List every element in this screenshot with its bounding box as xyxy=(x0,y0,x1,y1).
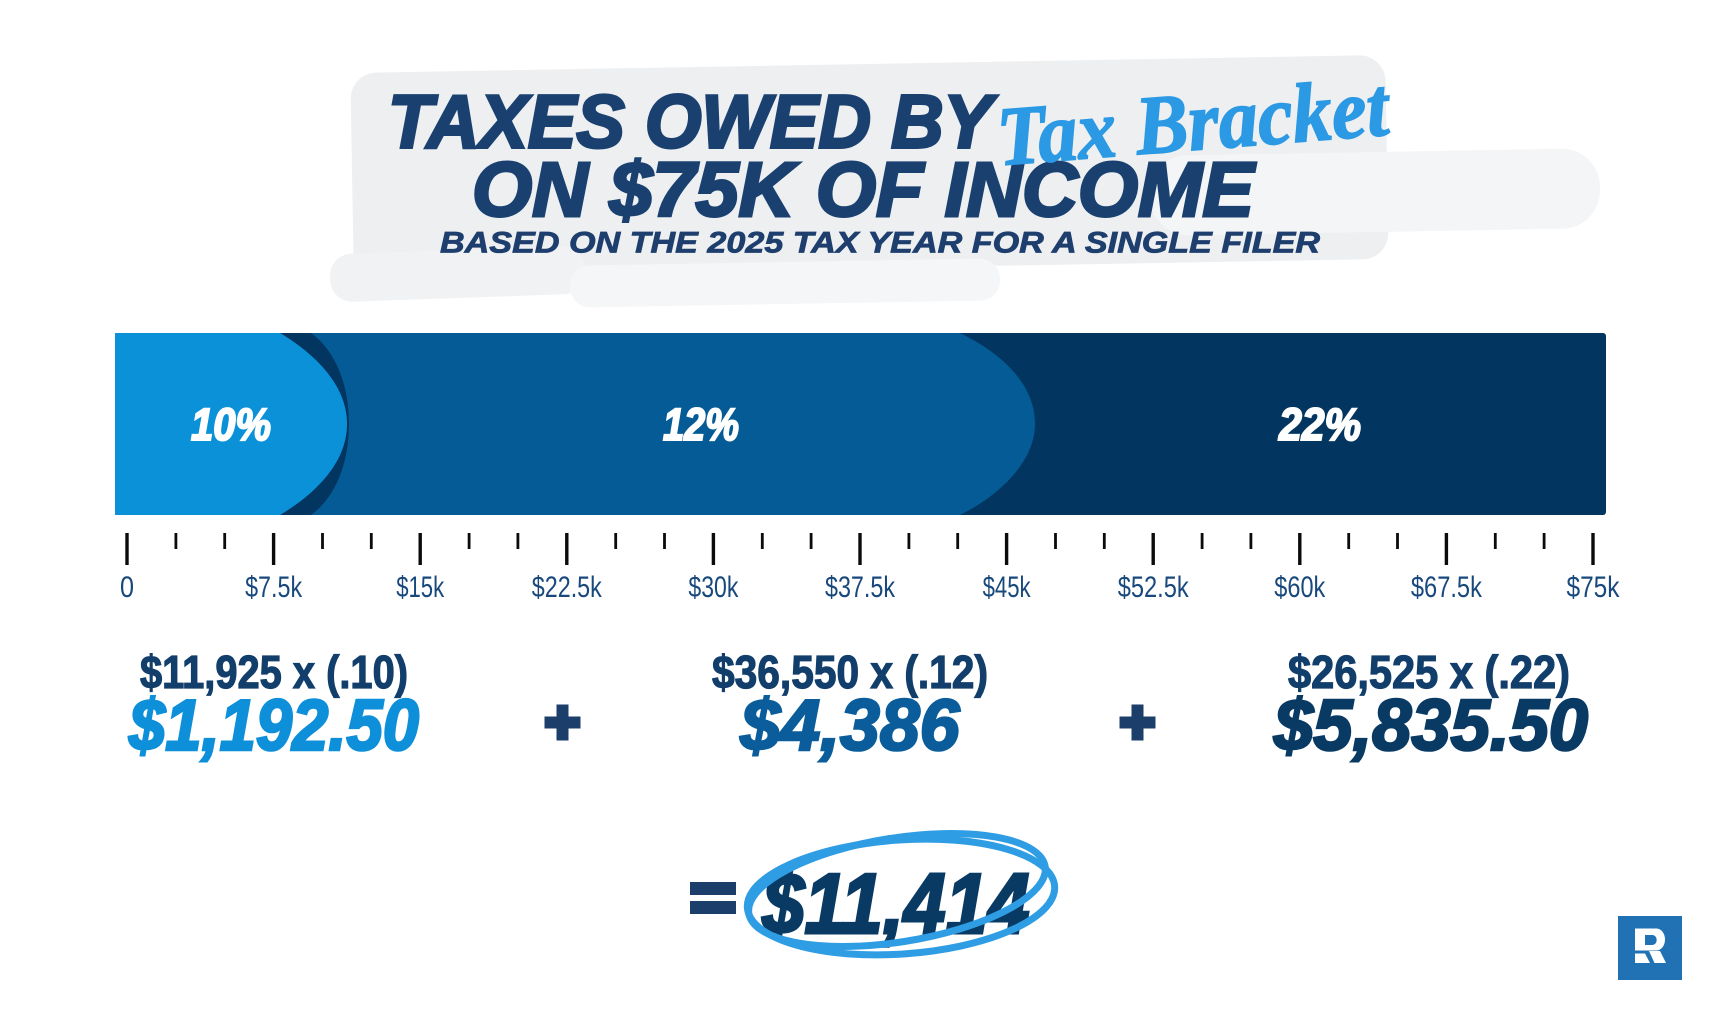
svg-text:$11,414: $11,414 xyxy=(762,857,1030,952)
svg-text:$11,925 x (.10): $11,925 x (.10) xyxy=(140,646,408,698)
svg-text:22%: 22% xyxy=(1278,399,1361,450)
svg-text:$1,192.50: $1,192.50 xyxy=(128,686,419,766)
svg-text:$45k: $45k xyxy=(983,571,1032,604)
svg-text:$37.5k: $37.5k xyxy=(825,571,896,604)
svg-text:$30k: $30k xyxy=(688,571,739,604)
svg-text:$26,525 x (.22): $26,525 x (.22) xyxy=(1288,646,1570,698)
svg-text:$75k: $75k xyxy=(1567,571,1621,604)
svg-text:ON $75K OF INCOME: ON $75K OF INCOME xyxy=(472,147,1257,233)
svg-text:TAXES OWED BY: TAXES OWED BY xyxy=(388,80,998,164)
svg-text:$52.5k: $52.5k xyxy=(1118,571,1190,604)
svg-text:$4,386: $4,386 xyxy=(740,686,961,766)
svg-text:$36,550 x (.12): $36,550 x (.12) xyxy=(712,646,988,698)
svg-text:$67.5k: $67.5k xyxy=(1411,571,1483,604)
svg-text:$60k: $60k xyxy=(1274,571,1326,604)
svg-text:10%: 10% xyxy=(191,399,271,450)
svg-text:0: 0 xyxy=(120,571,134,604)
svg-text:$15k: $15k xyxy=(396,571,445,604)
svg-text:$7.5k: $7.5k xyxy=(245,571,303,604)
svg-text:$22.5k: $22.5k xyxy=(532,571,603,604)
svg-text:$5,835.50: $5,835.50 xyxy=(1273,686,1588,766)
svg-text:BASED ON THE 2025 TAX YEAR FOR: BASED ON THE 2025 TAX YEAR FOR A SINGLE … xyxy=(440,227,1320,260)
svg-text:12%: 12% xyxy=(663,399,739,450)
